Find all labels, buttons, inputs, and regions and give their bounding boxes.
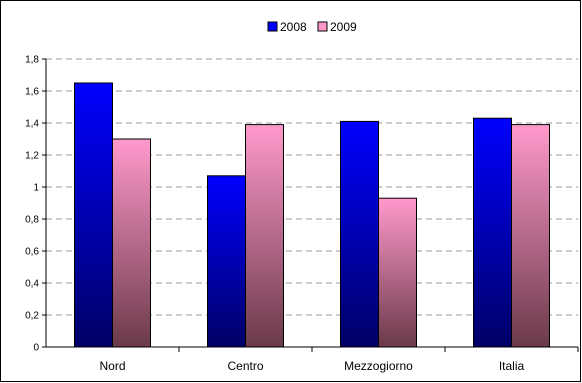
y-tick-label: 1 xyxy=(33,183,39,194)
legend-label-2009: 2009 xyxy=(330,20,357,34)
x-category-label: Centro xyxy=(227,359,263,373)
bar-2009-nord xyxy=(112,138,151,348)
bar-2009-italia xyxy=(511,124,550,348)
y-tick-label: 1,6 xyxy=(25,87,39,98)
y-tick-label: 0,2 xyxy=(25,311,39,322)
y-tick-label: 0,6 xyxy=(25,247,39,258)
y-tick-label: 1,4 xyxy=(25,119,39,130)
bar-2009-mezzogiorno xyxy=(378,197,417,348)
bar-2008-mezzogiorno xyxy=(340,120,379,348)
legend-label-2008: 2008 xyxy=(280,20,307,34)
bar-2008-nord xyxy=(74,82,113,348)
bar-2008-italia xyxy=(473,117,512,348)
bars xyxy=(74,82,550,348)
legend: 2008 2009 xyxy=(267,20,357,34)
y-tick-label: 1,2 xyxy=(25,151,39,162)
x-category-label: Italia xyxy=(499,359,525,373)
x-category-label: Nord xyxy=(99,359,125,373)
y-tick-label: 0 xyxy=(33,343,39,354)
legend-swatch-2008 xyxy=(267,21,278,32)
y-tick-label: 0,8 xyxy=(25,215,39,226)
y-tick-label: 1,8 xyxy=(25,55,39,66)
legend-swatch-2009 xyxy=(317,21,328,32)
bar-2009-centro xyxy=(245,124,284,348)
y-tick-label: 0,4 xyxy=(25,279,39,290)
x-category-label: Mezzogiorno xyxy=(344,359,413,373)
bar-2008-centro xyxy=(207,175,246,348)
axis-labels: 0 0,2 0,4 0,6 0,8 1 1,2 1,4 1,6 1,8 Nord Centro Mezz… xyxy=(25,55,524,374)
